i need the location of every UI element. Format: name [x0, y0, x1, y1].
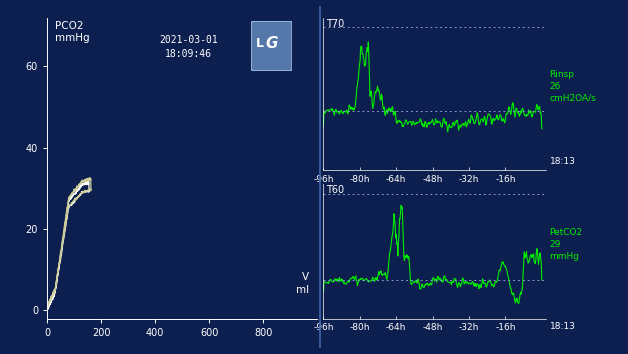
Text: Rinsp
26
cmH2OA/s: Rinsp 26 cmH2OA/s	[550, 70, 596, 103]
Text: T60: T60	[326, 185, 344, 195]
Text: PetCO2
29
mmHg: PetCO2 29 mmHg	[550, 228, 583, 261]
Text: V
ml: V ml	[296, 272, 309, 295]
Text: 2021-03-01
18:09:46: 2021-03-01 18:09:46	[159, 35, 218, 59]
Text: T70: T70	[326, 19, 344, 29]
Text: 18:13: 18:13	[550, 158, 575, 166]
FancyBboxPatch shape	[251, 21, 292, 71]
Text: 18:13: 18:13	[550, 322, 575, 331]
Text: G: G	[266, 36, 278, 51]
Text: PCO2
mmHg: PCO2 mmHg	[55, 21, 90, 43]
Text: L: L	[256, 37, 264, 50]
